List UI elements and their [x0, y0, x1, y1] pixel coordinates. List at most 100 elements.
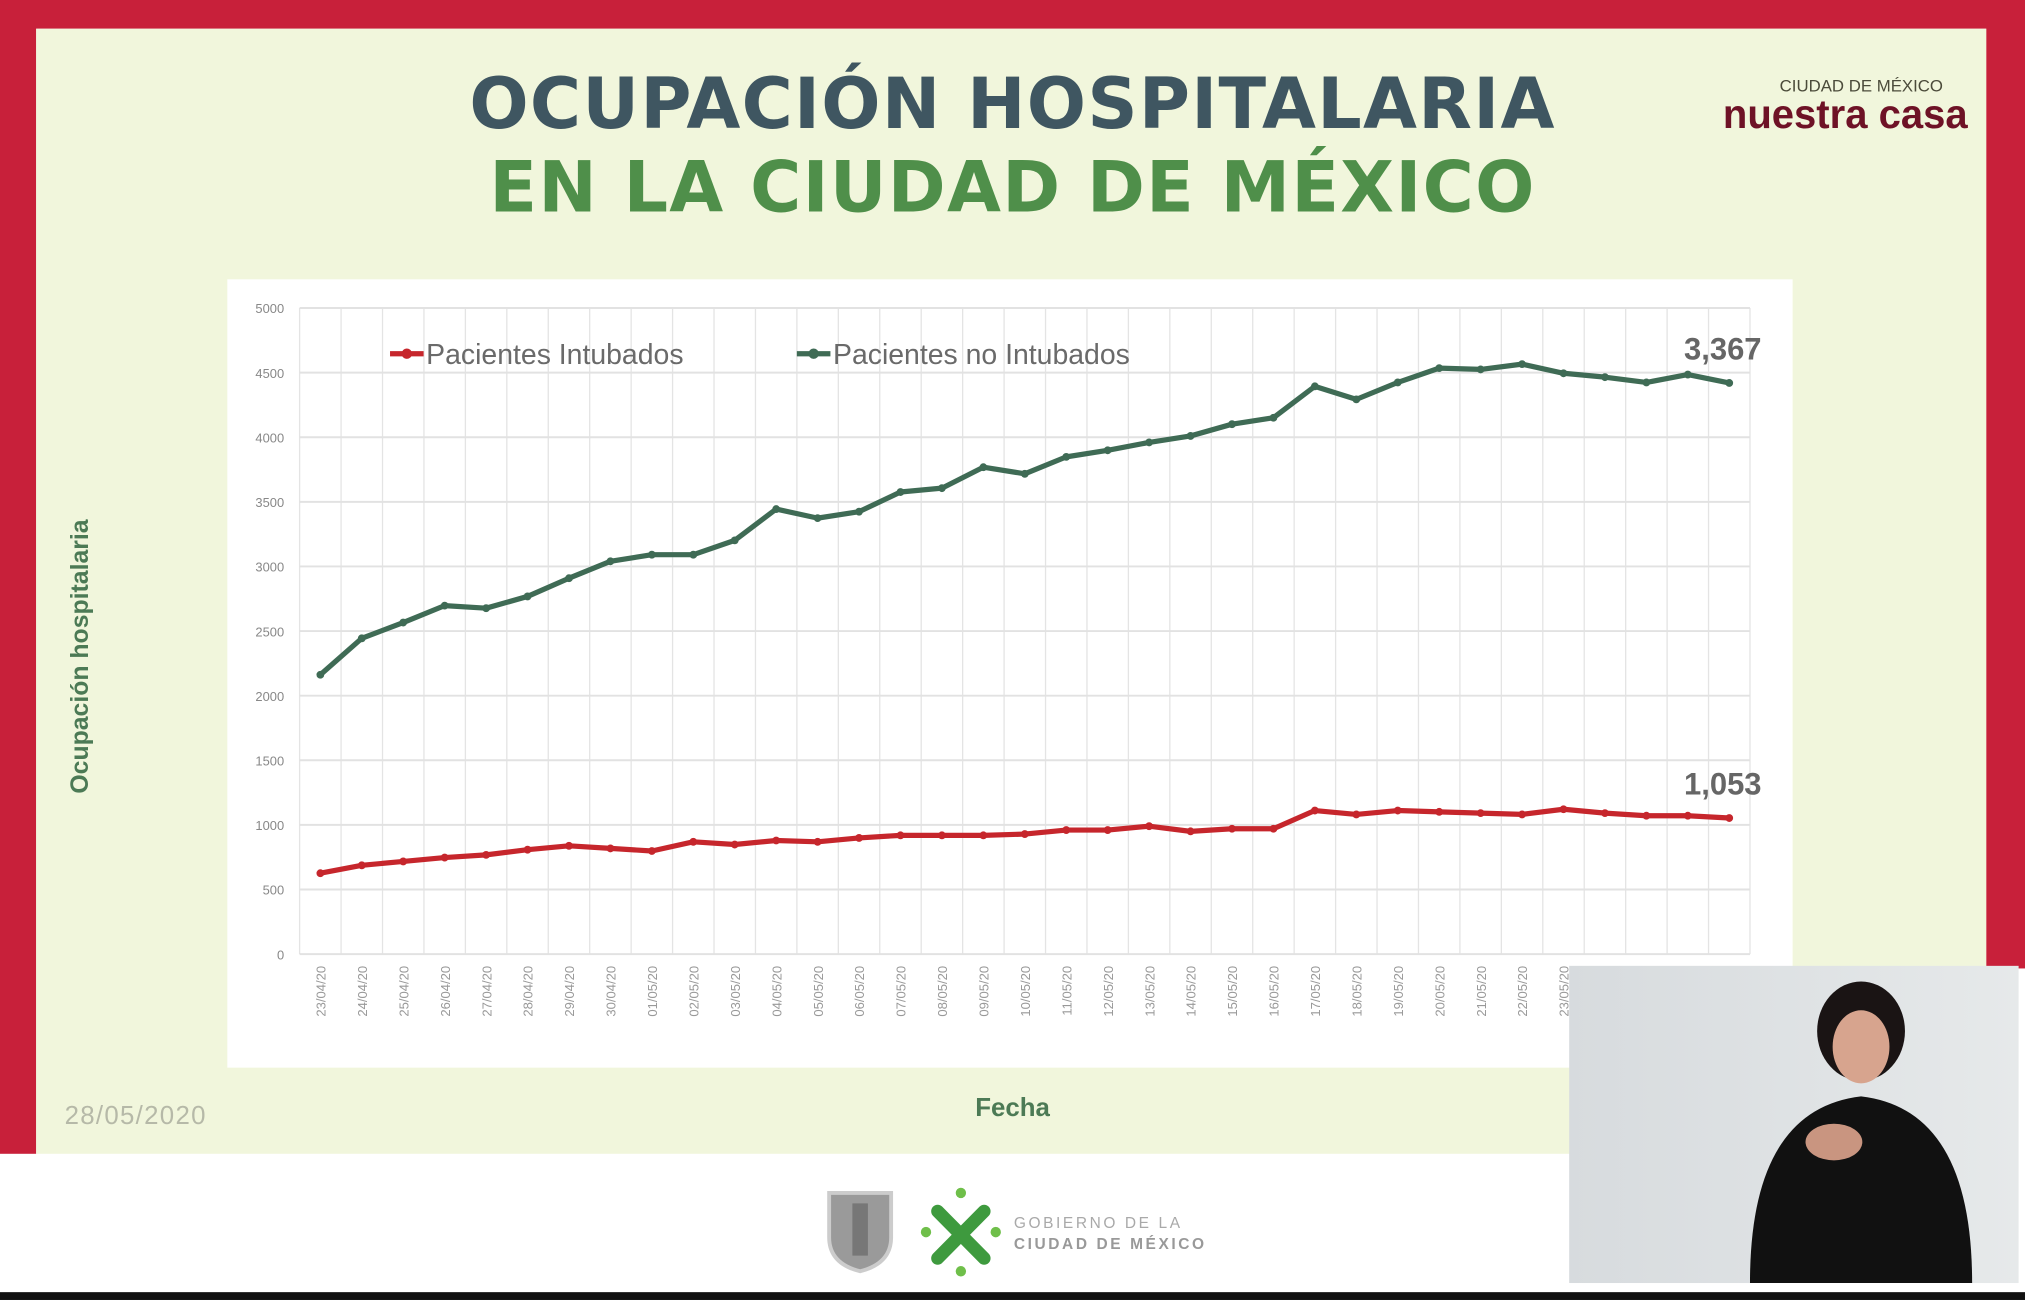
data-point: [1683, 811, 1692, 820]
y-tick-label: 1000: [255, 818, 284, 833]
x-tick-label: 17/05/20: [1308, 966, 1323, 1017]
x-tick-label: 02/05/20: [687, 966, 702, 1017]
series-line-no-intubados: [318, 361, 1730, 677]
data-point: [772, 505, 781, 514]
data-point: [1145, 822, 1153, 831]
x-tick-label: 06/05/20: [852, 966, 867, 1017]
brand-small: CIUDAD DE MÉXICO: [1779, 75, 1943, 96]
data-point: [1476, 365, 1485, 374]
data-point: [1393, 378, 1402, 387]
data-point: [1311, 806, 1319, 815]
x-tick-label: 16/05/20: [1267, 966, 1282, 1017]
data-point: [813, 514, 822, 523]
x-tick-label: 14/05/20: [1184, 966, 1199, 1017]
series-line-intubados: [319, 806, 1730, 876]
x-tick-label: 03/05/20: [728, 966, 743, 1017]
data-point: [1352, 810, 1361, 819]
data-point: [979, 831, 988, 840]
data-point: [1518, 810, 1526, 819]
red-frame-top: [0, 0, 2025, 29]
coat-of-arms-icon: [827, 1190, 894, 1274]
title-line2: EN LA CIUDAD DE MÉXICO: [489, 146, 1536, 229]
data-point: [813, 837, 822, 846]
data-point: [1601, 373, 1609, 382]
data-point: [1435, 807, 1444, 816]
data-point: [399, 857, 408, 866]
data-point: [1601, 809, 1609, 818]
data-point: [772, 836, 781, 845]
data-point: [1020, 830, 1029, 838]
y-tick-label: 2500: [255, 624, 284, 639]
y-tick-label: 500: [263, 883, 285, 898]
data-point: [1518, 360, 1526, 369]
x-tick-label: 07/05/20: [894, 966, 909, 1017]
x-tick-label: 13/05/20: [1142, 966, 1157, 1017]
y-tick-label: 0: [277, 947, 284, 962]
data-point: [440, 601, 449, 610]
x-tick-label: 18/05/20: [1350, 966, 1365, 1017]
data-point: [855, 834, 863, 842]
x-tick-label: 30/04/20: [604, 966, 619, 1017]
data-point: [938, 831, 946, 840]
y-tick-label: 3000: [255, 560, 284, 575]
x-tick-label: 12/05/20: [1101, 966, 1116, 1017]
x-tick-label: 23/05/20: [1557, 966, 1572, 1017]
x-tick-label: 23/04/20: [314, 966, 329, 1017]
data-point: [565, 574, 573, 583]
x-tick-label: 05/05/20: [811, 966, 826, 1017]
data-point: [316, 869, 325, 878]
chart-area: [227, 279, 1793, 1068]
data-point: [1352, 395, 1361, 404]
data-point: [357, 634, 366, 643]
x-tick-label: 01/05/20: [645, 966, 660, 1017]
x-tick-label: 26/04/20: [438, 966, 453, 1017]
x-tick-label: 20/05/20: [1432, 966, 1447, 1017]
y-tick-label: 3500: [255, 495, 284, 510]
data-point: [523, 845, 532, 854]
x-tick-label: 11/05/20: [1059, 966, 1074, 1016]
data-point: [855, 507, 863, 516]
data-point: [1311, 382, 1319, 391]
data-point: [482, 604, 490, 613]
data-point: [482, 850, 490, 859]
data-point: [1269, 824, 1278, 833]
data-point: [896, 831, 905, 840]
data-point: [979, 463, 988, 472]
data-point: [1145, 438, 1153, 447]
data-point: [1103, 826, 1112, 834]
y-tick-label: 4500: [255, 366, 284, 381]
data-point: [1393, 806, 1402, 815]
data-point: [1062, 452, 1071, 461]
footer-line1: GOBIERNO DE LA: [1013, 1213, 1183, 1233]
end-data-label: 3,367: [1684, 331, 1762, 366]
data-point: [440, 853, 449, 862]
bottom-bar: [0, 1292, 2025, 1300]
x-tick-label: 15/05/20: [1225, 966, 1240, 1017]
legend-entry: Pacientes Intubados: [426, 339, 683, 371]
data-point: [1683, 370, 1692, 379]
x-tick-label: 22/05/20: [1515, 966, 1530, 1017]
x-tick-label: 24/04/20: [355, 966, 370, 1017]
footer-line2: CIUDAD DE MÉXICO: [1013, 1234, 1207, 1253]
data-point: [938, 484, 946, 493]
data-point: [1103, 446, 1112, 455]
end-data-label: 1,053: [1684, 766, 1762, 801]
x-tick-label: 09/05/20: [977, 966, 992, 1017]
data-point: [689, 837, 698, 846]
x-tick-label: 04/05/20: [769, 966, 784, 1017]
x-tick-label: 10/05/20: [1018, 966, 1033, 1017]
data-point: [523, 592, 532, 601]
x-tick-label: 25/04/20: [396, 966, 411, 1017]
data-point: [565, 841, 573, 850]
data-point: [1559, 805, 1568, 814]
data-point: [1062, 826, 1071, 834]
data-point: [1725, 379, 1734, 387]
slide-date: 28/05/2020: [64, 1101, 207, 1131]
interpreter-image: [1749, 981, 1973, 1284]
data-point: [1228, 824, 1236, 833]
data-point: [1186, 432, 1195, 440]
data-point: [316, 670, 325, 679]
data-point: [896, 488, 905, 496]
data-point: [1559, 369, 1568, 378]
